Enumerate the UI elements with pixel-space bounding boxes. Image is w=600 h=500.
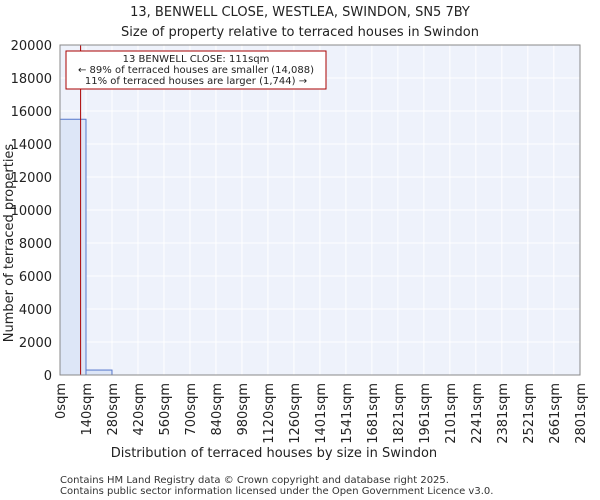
x-tick-label: 1961sqm xyxy=(418,383,433,444)
x-tick-label: 1681sqm xyxy=(366,383,381,444)
y-tick-label: 4000 xyxy=(19,303,52,318)
y-tick-label: 20000 xyxy=(11,39,52,54)
y-tick-label: 2000 xyxy=(19,336,52,351)
footer-line-1: Contains HM Land Registry data © Crown c… xyxy=(60,475,449,486)
chart-subtitle: Size of property relative to terraced ho… xyxy=(121,25,479,40)
y-tick-label: 6000 xyxy=(19,270,52,285)
x-tick-label: 2381sqm xyxy=(496,383,511,444)
x-tick-label: 1821sqm xyxy=(392,383,407,444)
y-tick-label: 16000 xyxy=(11,105,52,120)
annotation-line-2: ← 89% of terraced houses are smaller (14… xyxy=(78,65,314,76)
annotation-frame xyxy=(65,50,327,90)
x-tick-label: 2101sqm xyxy=(444,383,459,444)
x-tick-label: 2521sqm xyxy=(522,383,537,444)
x-tick-label: 2241sqm xyxy=(470,383,485,444)
y-axis-label: Number of terraced properties xyxy=(2,144,17,343)
x-tick-label: 980sqm xyxy=(236,383,251,436)
plot-frame xyxy=(59,44,581,376)
y-tick-label: 10000 xyxy=(11,204,52,219)
footer-line-2: Contains public sector information licen… xyxy=(60,486,493,497)
y-tick-label: 14000 xyxy=(11,138,52,153)
y-axis: 0 2000 4000 6000 8000 10000 12000 14000 16000 180… xyxy=(11,39,52,384)
y-tick-label: 18000 xyxy=(11,72,52,87)
annotation-line-1: 13 BENWELL CLOSE: 111sqm xyxy=(123,54,270,65)
x-tick-label: 1120sqm xyxy=(262,383,277,444)
x-axis-label: Distribution of terraced houses by size … xyxy=(111,446,437,461)
x-tick-label: 560sqm xyxy=(158,383,173,436)
x-tick-label: 840sqm xyxy=(210,383,225,436)
x-tick-label: 0sqm xyxy=(54,383,69,419)
y-tick-label: 12000 xyxy=(11,171,52,186)
grid xyxy=(59,44,581,376)
x-tick-label: 1541sqm xyxy=(340,383,355,444)
x-tick-label: 700sqm xyxy=(184,383,199,436)
x-tick-label: 420sqm xyxy=(132,383,147,436)
y-tick-label: 8000 xyxy=(19,237,52,252)
bar-140sqm xyxy=(85,369,113,376)
x-tick-label: 2801sqm xyxy=(574,383,589,444)
x-tick-label: 1401sqm xyxy=(314,383,329,444)
x-tick-label: 280sqm xyxy=(106,383,121,436)
x-tick-label: 2661sqm xyxy=(548,383,563,444)
annotation-line-3: 11% of terraced houses are larger (1,744… xyxy=(85,76,307,87)
annotation-box: 13 BENWELL CLOSE: 111sqm ← 89% of terrac… xyxy=(65,50,327,90)
bars xyxy=(59,118,113,376)
bar-0sqm xyxy=(59,118,87,376)
chart-title: 13, BENWELL CLOSE, WESTLEA, SWINDON, SN5… xyxy=(130,5,470,20)
x-axis: 0sqm 140sqm 280sqm 420sqm 560sqm 700sqm 840sqm… xyxy=(54,383,589,444)
x-tick-label: 1260sqm xyxy=(288,383,303,444)
x-tick-label: 140sqm xyxy=(80,383,95,436)
y-tick-label: 0 xyxy=(44,369,52,384)
